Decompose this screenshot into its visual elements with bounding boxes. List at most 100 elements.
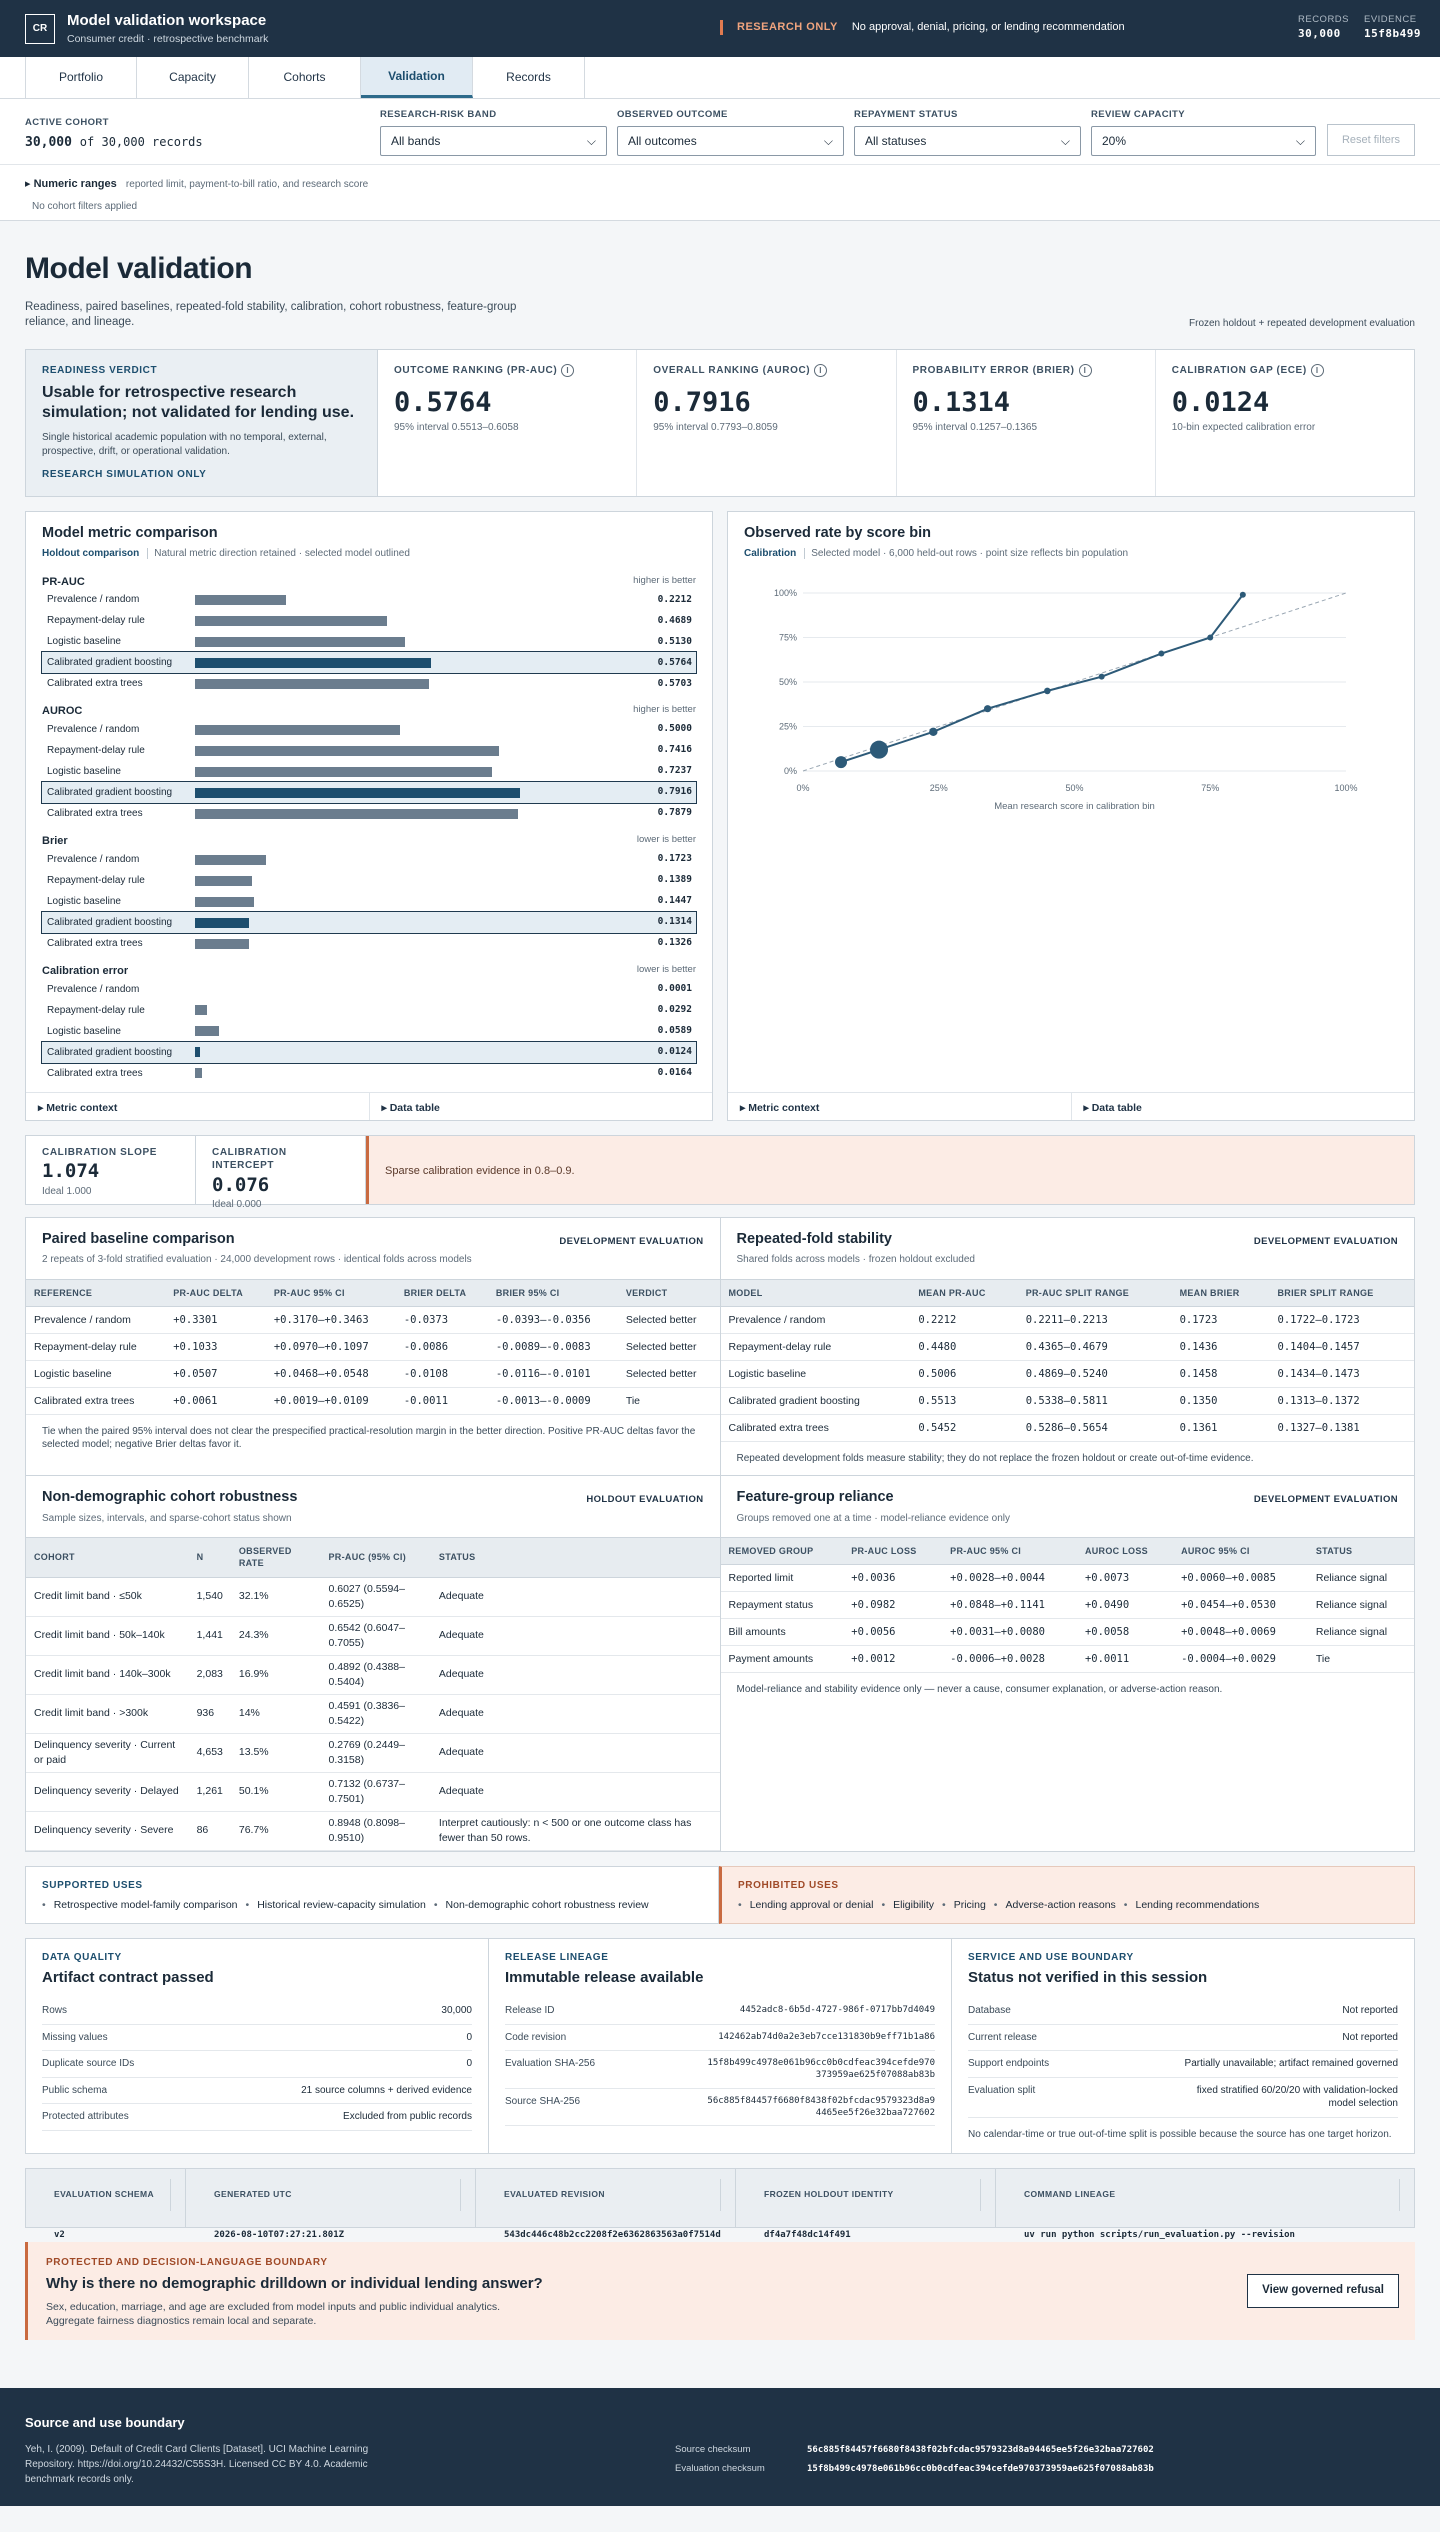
metric-bar — [195, 1068, 202, 1079]
info-icon[interactable]: i — [561, 363, 575, 377]
reset-filters-button[interactable]: Reset filters — [1327, 124, 1415, 156]
metric-value: 0.4689 — [657, 614, 692, 626]
table-cell: 14% — [230, 1694, 321, 1734]
table-cell: Adequate — [430, 1694, 720, 1734]
x-tick-label: 0% — [796, 783, 809, 793]
metric-bar — [195, 615, 388, 626]
x-tick-label: 50% — [1065, 783, 1083, 793]
metric-bar-row: Calibrated gradient boosting 0.0124 — [41, 1040, 697, 1064]
key-value-row: Database Not reported — [968, 1998, 1398, 2025]
metric-bar-track — [195, 875, 605, 886]
metric-context-toggle[interactable]: ▸ Metric context — [26, 1092, 370, 1120]
kv-value: Partially unavailable; artifact remained… — [1184, 2058, 1398, 2070]
table-cell: 0.7132 (0.6737–0.7501) — [320, 1772, 431, 1812]
cohort-robustness-panel: Non-demographic cohort robustness Sample… — [25, 1476, 721, 1852]
outcome-select[interactable]: All outcomes ⌵ — [617, 125, 844, 156]
table-cell: Reported limit — [720, 1564, 844, 1593]
metric-value: 0.5703 — [657, 677, 692, 689]
view-governed-refusal-button[interactable]: View governed refusal — [1247, 2274, 1399, 2308]
metric-model-name: Calibrated extra trees — [47, 937, 143, 949]
info-icon[interactable]: i — [814, 363, 828, 377]
table-cell: 0.4365–0.4679 — [1017, 1333, 1172, 1361]
calibration-point — [870, 740, 889, 759]
table-cell: -0.0011 — [395, 1387, 488, 1415]
tab-capacity[interactable]: Capacity — [137, 57, 249, 98]
metric-value: 0.1326 — [657, 937, 692, 949]
kv-key: Release ID — [505, 2005, 555, 2017]
kv-value: 21 source columns + derived evidence — [301, 2084, 472, 2096]
table-cell: Logistic baseline — [26, 1360, 166, 1388]
fold-stability-table: MODEL MEAN PR-AUC PR-AUC SPLIT RANGE MEAN B… — [720, 1278, 1414, 1442]
no-filters-note: No cohort filters applied — [32, 200, 138, 212]
kv-value: fixed stratified 60/20/20 with validatio… — [1196, 2084, 1398, 2110]
calibration-point — [1098, 673, 1105, 680]
metric-bar — [195, 657, 432, 668]
metadata-value: 2026-08-10T07:27:21.801Z — [214, 2229, 345, 2240]
capacity-select[interactable]: 20% ⌵ — [1091, 125, 1316, 156]
tab-records[interactable]: Records — [473, 57, 585, 98]
table-cell: +0.0011 — [1076, 1645, 1174, 1674]
table-cell: +0.0060–+0.0085 — [1173, 1564, 1308, 1593]
metric-model-name: Calibrated gradient boosting — [47, 657, 173, 669]
table-row: Bill amounts +0.0056 +0.0031–+0.0080 +0.005… — [720, 1618, 1414, 1647]
metric-bar-track — [195, 1026, 605, 1037]
kv-key: Evaluation split — [968, 2084, 1036, 2096]
y-tick-label: 75% — [779, 632, 797, 642]
metric-bar-track — [195, 938, 605, 949]
table-cell: Adequate — [430, 1772, 720, 1812]
metric-model-name: Prevalence / random — [47, 853, 140, 865]
metric-value: 0.1389 — [657, 874, 692, 886]
data-quality-card: DATA QUALITY Artifact contract passed Rows… — [25, 1937, 489, 2155]
metric-bar-track — [195, 636, 605, 647]
metric-model-name: Repayment-delay rule — [47, 874, 145, 886]
kv-key: Protected attributes — [42, 2111, 129, 2123]
table-row: Payment amounts +0.0012 -0.0006–+0.0028 +0.… — [720, 1645, 1414, 1674]
table-cell: +0.0454–+0.0530 — [1173, 1591, 1308, 1620]
key-value-row: Evaluation SHA-256 15f8b499c4978e061b96cc… — [505, 2051, 935, 2089]
calibration-intercept: CALIBRATION INTERCEPT 0.076 Ideal 0.000 — [196, 1135, 366, 1210]
metadata-cell: COMMAND LINEAGE uv run python scripts/run… — [996, 2169, 1414, 2252]
table-cell: 76.7% — [230, 1811, 321, 1851]
column-header: PR-AUC LOSS — [843, 1537, 943, 1566]
repayment-select[interactable]: All statuses ⌵ — [854, 125, 1081, 156]
x-tick-label: 100% — [1334, 783, 1357, 793]
calibration-panel-title: Observed rate by score bin — [744, 524, 931, 541]
info-icon[interactable]: i — [1310, 363, 1324, 377]
supported-use-item: Retrospective model-family comparison — [42, 1898, 238, 1912]
metric-context-toggle[interactable]: ▸ Metric context — [728, 1092, 1072, 1120]
table-cell: +0.0970–+0.1097 — [265, 1333, 396, 1361]
metric-bar-track — [195, 854, 605, 865]
table-cell: 0.4869–0.5240 — [1017, 1360, 1172, 1388]
metric-bar-row: Repayment-delay rule 0.4689 — [42, 610, 696, 631]
metric-model-name: Calibrated extra trees — [47, 1067, 143, 1079]
data-table-toggle[interactable]: ▸ Data table — [1083, 1101, 1142, 1114]
table-cell: Credit limit band · 50k–140k — [26, 1616, 189, 1656]
kv-value: 0 — [466, 2031, 472, 2043]
tab-portfolio[interactable]: Portfolio — [25, 57, 137, 98]
table-cell: 1,441 — [188, 1616, 231, 1656]
column-header: PR-AUC (95% CI) — [320, 1537, 431, 1578]
metric-comparison-panel: Model metric comparison Holdout comparis… — [25, 510, 713, 1121]
table-cell: 0.2212 — [910, 1306, 1018, 1334]
risk-band-select[interactable]: All bands ⌵ — [380, 125, 607, 156]
info-icon[interactable]: i — [1078, 363, 1092, 377]
supported-use-item: Historical review-capacity simulation — [246, 1898, 426, 1912]
tab-validation[interactable]: Validation — [361, 57, 473, 98]
x-tick-label: 75% — [1201, 783, 1219, 793]
metric-model-name: Prevalence / random — [47, 983, 140, 995]
data-table-toggle[interactable]: ▸ Data table — [381, 1101, 440, 1114]
metric-bar — [195, 938, 250, 949]
metric-bar — [195, 594, 286, 605]
metric-bar-row: Calibrated extra trees 0.5703 — [42, 673, 696, 694]
evaluation-checksum: Evaluation checksum 15f8b499c4978e061b96c… — [675, 2463, 1154, 2475]
metric-bar-row: Logistic baseline 0.1447 — [42, 891, 696, 912]
table-cell: 16.9% — [230, 1655, 321, 1695]
table-cell: Logistic baseline — [720, 1360, 911, 1388]
tab-cohorts[interactable]: Cohorts — [249, 57, 361, 98]
metric-model-name: Repayment-delay rule — [47, 745, 145, 757]
numeric-ranges-toggle[interactable]: ▸ Numeric ranges reported limit, payment… — [25, 178, 369, 190]
metric-bar-track — [195, 917, 605, 928]
table-cell: 0.4591 (0.3836–0.5422) — [320, 1694, 431, 1734]
table-cell: Selected better — [617, 1306, 720, 1334]
metric-bar — [195, 1026, 220, 1037]
